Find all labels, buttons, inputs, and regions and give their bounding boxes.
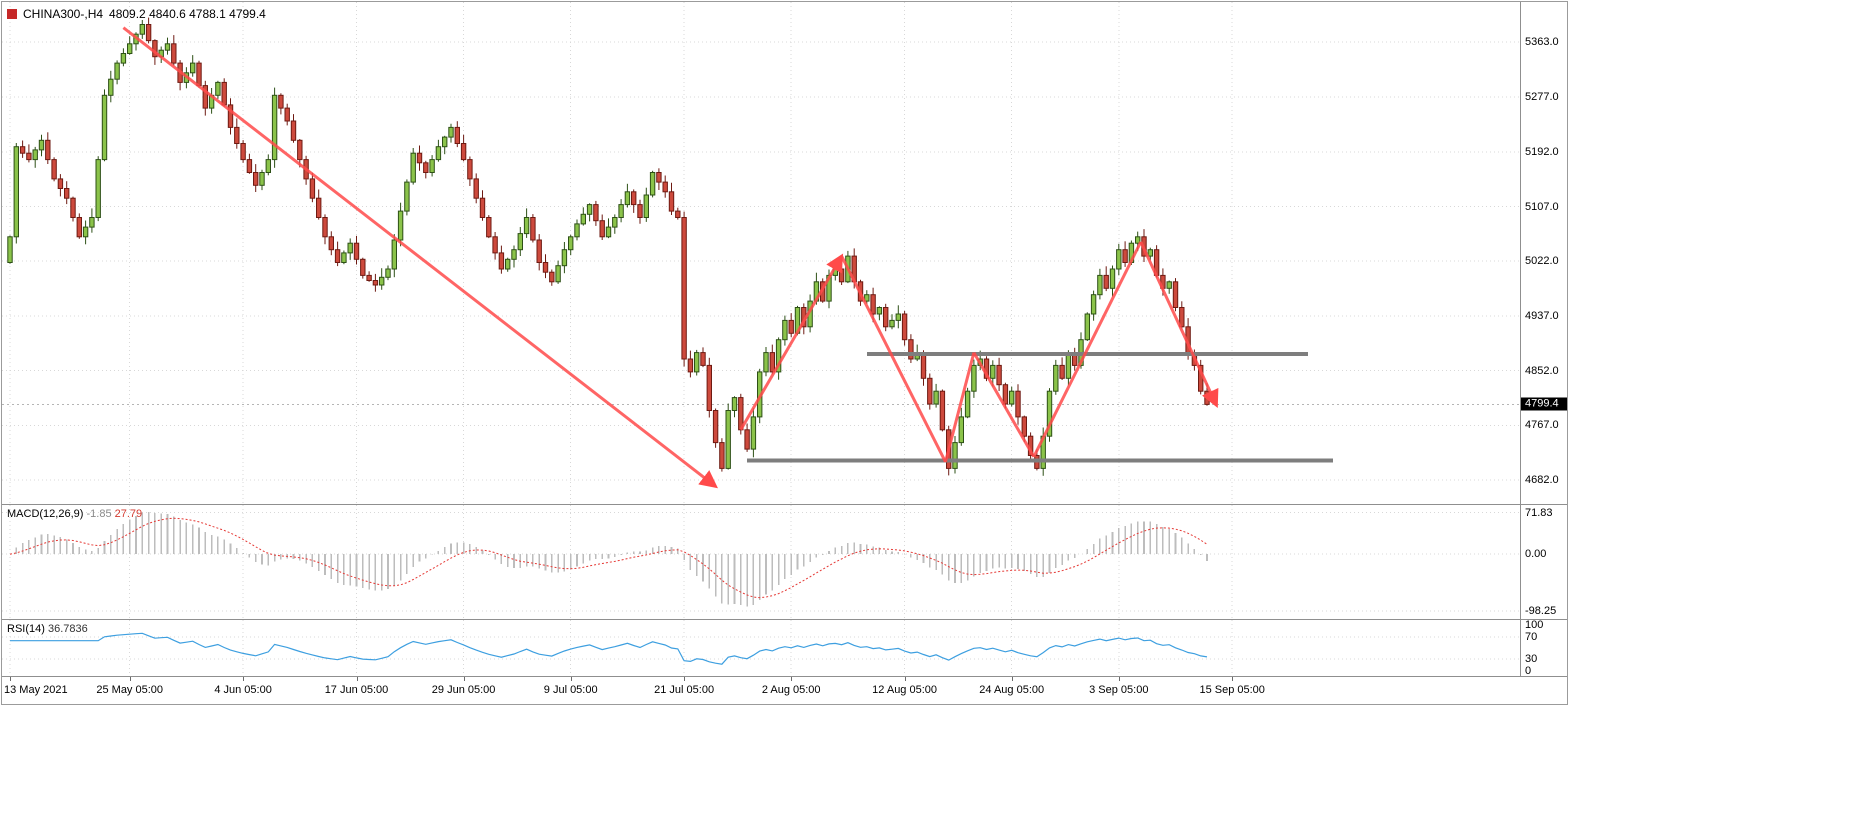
time-tick-label: 25 May 05:00: [96, 684, 164, 696]
macd-tick-label: 71.83: [1525, 506, 1553, 519]
macd-pane: 71.83 0.00 -98.25 MACD(12,26,9) -1.85 27.7…: [2, 505, 1567, 620]
price-scale[interactable]: 5363.0 5277.0 5192.0 5107.0 5022.0 4937.0 4852…: [1520, 2, 1567, 504]
chart-window: 5363.0 5277.0 5192.0 5107.0 5022.0 4937.0 4852…: [1, 1, 1568, 705]
time-scale[interactable]: 13 May 2021 25 May 05:00 4 Jun 05:00 17 Jun…: [2, 677, 1567, 704]
price-tick-label: 4682.0: [1525, 473, 1559, 486]
current-price-tag: 4799.4: [1521, 397, 1567, 411]
price-tick-label: 5107.0: [1525, 200, 1559, 213]
macd-tick-label: 0.00: [1525, 548, 1547, 561]
price-pane: 5363.0 5277.0 5192.0 5107.0 5022.0 4937.0 4852…: [2, 2, 1567, 505]
rsi-tick-label: 0: [1525, 665, 1532, 677]
price-tick-label: 4937.0: [1525, 309, 1559, 322]
rsi-tick-label: 30: [1525, 653, 1538, 666]
time-tick-label: 29 Jun 05:00: [431, 684, 496, 696]
macd-scale[interactable]: 71.83 0.00 -98.25: [1520, 505, 1566, 619]
macd-tick-label: -98.25: [1525, 605, 1557, 618]
price-tick-label: 4767.0: [1525, 419, 1559, 432]
price-tick-label: 5363.0: [1525, 35, 1559, 48]
time-tick-label: 2 Aug 05:00: [761, 684, 821, 696]
price-tick-label: 4852.0: [1525, 364, 1559, 377]
price-chart-canvas[interactable]: [2, 2, 1520, 504]
rsi-scale[interactable]: 100 70 30 0: [1520, 619, 1566, 677]
price-tick-label: 5277.0: [1525, 91, 1559, 104]
time-tick-mark: [356, 677, 358, 681]
time-tick-mark: [129, 677, 131, 681]
time-tick-mark: [570, 677, 572, 681]
time-tick-label: 24 Aug 05:00: [979, 684, 1045, 696]
time-tick-mark: [1118, 677, 1120, 681]
time-tick-mark: [1011, 677, 1013, 681]
time-tick-mark: [463, 677, 465, 681]
time-tick-label: 12 Aug 05:00: [872, 684, 938, 696]
rsi-canvas[interactable]: [2, 620, 1520, 676]
time-tick-label: 15 Sep 05:00: [1199, 684, 1265, 696]
time-tick-mark: [10, 677, 11, 681]
time-tick-mark: [904, 677, 906, 681]
time-tick-mark: [243, 677, 245, 681]
time-tick-mark: [791, 677, 793, 681]
time-tick-mark: [684, 677, 686, 681]
price-tick-label: 5022.0: [1525, 255, 1559, 268]
macd-canvas[interactable]: [2, 505, 1520, 619]
time-tick-label: 13 May 2021: [4, 684, 68, 696]
time-tick-label: 3 Sep 05:00: [1089, 684, 1149, 696]
time-tick-label: 9 Jul 05:00: [543, 684, 598, 696]
time-tick-label: 4 Jun 05:00: [214, 684, 272, 696]
rsi-pane: 100 70 30 0 RSI(14) 36.7836: [2, 619, 1567, 677]
time-tick-mark: [1232, 677, 1234, 681]
price-tick-label: 5192.0: [1525, 145, 1559, 158]
time-tick-label: 21 Jul 05:00: [654, 684, 715, 696]
rsi-tick-label: 100: [1525, 619, 1544, 631]
rsi-tick-label: 70: [1525, 630, 1538, 643]
time-tick-label: 17 Jun 05:00: [324, 684, 389, 696]
